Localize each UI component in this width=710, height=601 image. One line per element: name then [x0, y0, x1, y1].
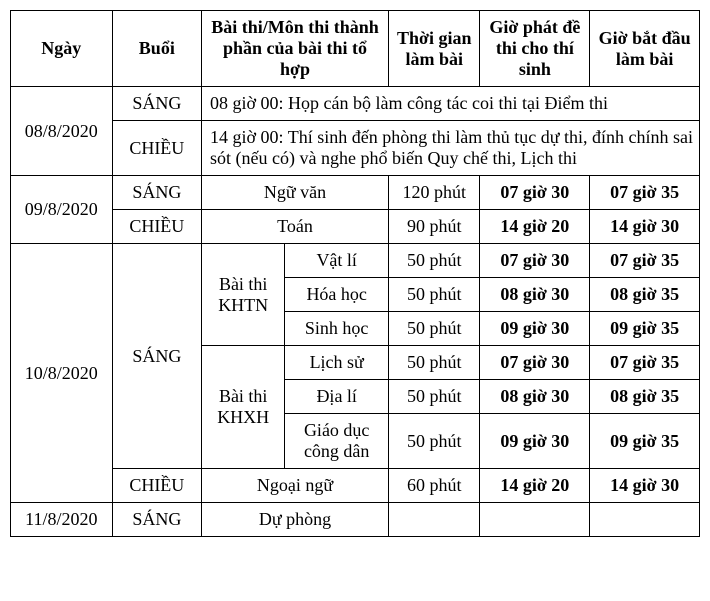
cell-start-time: 09 giờ 35: [590, 414, 700, 469]
cell-dist-time: 14 giờ 20: [480, 469, 590, 503]
cell-subject: Vật lí: [285, 244, 389, 278]
table-row: CHIỀU Ngoại ngữ 60 phút 14 giờ 20 14 giờ…: [11, 469, 700, 503]
cell-session: SÁNG: [112, 503, 201, 537]
cell-date: 08/8/2020: [11, 87, 113, 176]
cell-empty: [480, 503, 590, 537]
cell-group: Bài thi KHTN: [202, 244, 285, 346]
cell-dist-time: 09 giờ 30: [480, 312, 590, 346]
cell-dist-time: 09 giờ 30: [480, 414, 590, 469]
cell-start-time: 07 giờ 35: [590, 244, 700, 278]
cell-duration: 50 phút: [389, 312, 480, 346]
cell-dist-time: 07 giờ 30: [480, 176, 590, 210]
cell-duration: 50 phút: [389, 278, 480, 312]
table-row: 08/8/2020 SÁNG 08 giờ 00: Họp cán bộ làm…: [11, 87, 700, 121]
cell-start-time: 07 giờ 35: [590, 176, 700, 210]
cell-start-time: 08 giờ 35: [590, 278, 700, 312]
cell-session: SÁNG: [112, 87, 201, 121]
cell-subject: Giáo dục công dân: [285, 414, 389, 469]
cell-duration: 120 phút: [389, 176, 480, 210]
cell-start-time: 14 giờ 30: [590, 469, 700, 503]
table-row: 10/8/2020 SÁNG Bài thi KHTN Vật lí 50 ph…: [11, 244, 700, 278]
col-bat: Giờ bắt đầu làm bài: [590, 11, 700, 87]
cell-session: SÁNG: [112, 176, 201, 210]
cell-session: CHIỀU: [112, 469, 201, 503]
cell-subject: Ngoại ngữ: [202, 469, 389, 503]
cell-subject: Dự phòng: [202, 503, 389, 537]
col-ngay: Ngày: [11, 11, 113, 87]
exam-schedule-table: Ngày Buổi Bài thi/Môn thi thành phần của…: [10, 10, 700, 537]
cell-subject: Ngữ văn: [202, 176, 389, 210]
cell-start-time: 14 giờ 30: [590, 210, 700, 244]
cell-empty: [590, 503, 700, 537]
cell-dist-time: 08 giờ 30: [480, 278, 590, 312]
cell-session: CHIỀU: [112, 121, 201, 176]
cell-dist-time: 07 giờ 30: [480, 244, 590, 278]
table-row: 09/8/2020 SÁNG Ngữ văn 120 phút 07 giờ 3…: [11, 176, 700, 210]
table-row: 11/8/2020 SÁNG Dự phòng: [11, 503, 700, 537]
cell-duration: 50 phút: [389, 380, 480, 414]
cell-duration: 50 phút: [389, 244, 480, 278]
cell-date: 11/8/2020: [11, 503, 113, 537]
cell-note: 14 giờ 00: Thí sinh đến phòng thi làm th…: [202, 121, 700, 176]
cell-duration: 60 phút: [389, 469, 480, 503]
cell-empty: [389, 503, 480, 537]
cell-duration: 50 phút: [389, 414, 480, 469]
cell-date: 09/8/2020: [11, 176, 113, 244]
cell-dist-time: 07 giờ 30: [480, 346, 590, 380]
cell-start-time: 08 giờ 35: [590, 380, 700, 414]
cell-subject: Toán: [202, 210, 389, 244]
cell-session: CHIỀU: [112, 210, 201, 244]
cell-dist-time: 14 giờ 20: [480, 210, 590, 244]
col-buoi: Buổi: [112, 11, 201, 87]
cell-subject: Sinh học: [285, 312, 389, 346]
cell-start-time: 09 giờ 35: [590, 312, 700, 346]
col-phat: Giờ phát đề thi cho thí sinh: [480, 11, 590, 87]
cell-subject: Địa lí: [285, 380, 389, 414]
cell-group: Bài thi KHXH: [202, 346, 285, 469]
cell-subject: Hóa học: [285, 278, 389, 312]
cell-start-time: 07 giờ 35: [590, 346, 700, 380]
cell-date: 10/8/2020: [11, 244, 113, 503]
cell-duration: 50 phút: [389, 346, 480, 380]
table-row: CHIỀU 14 giờ 00: Thí sinh đến phòng thi …: [11, 121, 700, 176]
cell-session: SÁNG: [112, 244, 201, 469]
cell-note: 08 giờ 00: Họp cán bộ làm công tác coi t…: [202, 87, 700, 121]
col-mon: Bài thi/Môn thi thành phần của bài thi t…: [202, 11, 389, 87]
cell-dist-time: 08 giờ 30: [480, 380, 590, 414]
table-row: CHIỀU Toán 90 phút 14 giờ 20 14 giờ 30: [11, 210, 700, 244]
cell-subject: Lịch sử: [285, 346, 389, 380]
cell-duration: 90 phút: [389, 210, 480, 244]
col-tg: Thời gian làm bài: [389, 11, 480, 87]
table-header-row: Ngày Buổi Bài thi/Môn thi thành phần của…: [11, 11, 700, 87]
